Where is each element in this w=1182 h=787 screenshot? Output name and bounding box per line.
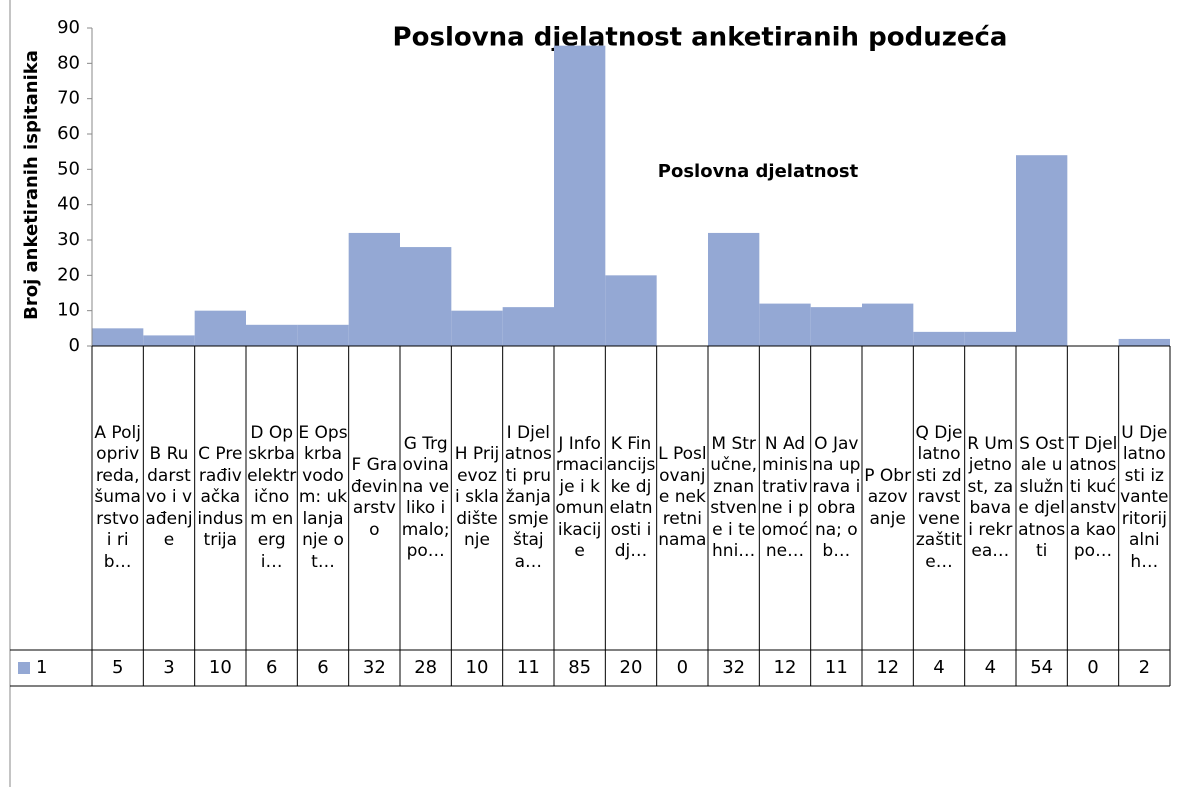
bar (708, 232, 760, 346)
bar (913, 331, 965, 346)
bar (605, 275, 657, 346)
table-value: 4 (933, 657, 944, 678)
x-tick-label: U Djelatnosti izvanteritorijalnih… (1120, 422, 1169, 572)
y-tick-label: 0 (69, 335, 80, 356)
table-value: 12 (876, 657, 899, 678)
table-value: 0 (1087, 657, 1098, 678)
x-tick-label: J Informacije i komunikacije (555, 433, 604, 562)
table-value: 10 (466, 657, 489, 678)
x-tick-label: F Građevinarstvo (350, 455, 398, 540)
bar (143, 335, 195, 346)
x-tick-label: O Javna uprava i obrana; ob… (812, 433, 861, 562)
x-tick-label: I Djelatnosti pružanja smještaja… (504, 422, 552, 572)
x-tick-label: P Obrazovanje (864, 465, 912, 529)
bar (1118, 338, 1170, 346)
bar (964, 331, 1016, 346)
legend-label: 1 (36, 657, 47, 678)
x-tick-label: S Ostale uslužne djelatnosti (1018, 433, 1066, 562)
table-value: 85 (568, 657, 591, 678)
table-value: 2 (1139, 657, 1150, 678)
x-tick-label: D Opskrba električnom energi… (247, 422, 297, 572)
bar (246, 324, 298, 346)
x-tick-label: E Opskrba vodom: uklanjanje ot… (298, 422, 348, 572)
x-tick-label: H Prijevoz i skladištenje (454, 444, 500, 551)
table-value: 28 (414, 657, 437, 678)
y-tick-label: 80 (57, 52, 80, 73)
x-tick-label: R Umjetnost, zabava i rekrea… (967, 433, 1014, 562)
table-value: 11 (517, 657, 540, 678)
bar (400, 247, 452, 346)
y-tick-label: 50 (57, 158, 80, 179)
bar (451, 310, 503, 346)
table-value: 11 (825, 657, 848, 678)
table-value: 4 (985, 657, 996, 678)
bar (862, 303, 914, 346)
x-tick-label: B Rudarstvo i vađenje (145, 444, 193, 551)
x-axis-label: Poslovna djelatnost (658, 161, 859, 182)
y-tick-label: 70 (57, 88, 80, 109)
legend-swatch (18, 662, 30, 674)
y-axis-label: Broj anketiranih ispitanika (21, 50, 42, 320)
x-tick-label: G Trgovina na veliko i malo; po… (401, 433, 450, 562)
bar (810, 307, 862, 346)
bar (554, 45, 606, 347)
y-tick-label: 10 (57, 300, 80, 321)
table-value: 3 (163, 657, 174, 678)
table-value: 10 (209, 657, 232, 678)
x-tick-label: T Djelatnosti kućanstva kao po… (1068, 433, 1118, 562)
table-value: 5 (112, 657, 123, 678)
bar (194, 310, 246, 346)
bar (348, 232, 400, 346)
y-tick-label: 20 (57, 264, 80, 285)
bar (502, 307, 554, 346)
table-value: 6 (266, 657, 277, 678)
table-value: 6 (317, 657, 328, 678)
table-value: 12 (774, 657, 797, 678)
x-tick-label: N Administrativne i pomoćne… (761, 433, 809, 562)
table-value: 54 (1030, 657, 1053, 678)
x-tick-label: Q Djelatnosti zdravstvene zaštite… (915, 422, 963, 572)
table-value: 20 (620, 657, 643, 678)
x-tick-label: M Stručne, znanstvene i tehni… (710, 433, 758, 562)
bar (92, 328, 144, 346)
x-tick-label: K Financijske djelatnosti i dj… (606, 433, 656, 562)
bar (297, 324, 349, 346)
table-value: 0 (677, 657, 688, 678)
bar (759, 303, 811, 346)
y-tick-label: 60 (57, 123, 80, 144)
y-tick-label: 40 (57, 194, 80, 215)
x-tick-label: C Prerađivačka industrija (197, 444, 244, 551)
y-tick-label: 90 (57, 17, 80, 38)
y-tick-label: 30 (57, 229, 80, 250)
table-value: 32 (722, 657, 745, 678)
table-value: 32 (363, 657, 386, 678)
chart-title: Poslovna djelatnost anketiranih poduzeća (393, 23, 1008, 53)
bar (1016, 155, 1068, 346)
x-tick-label: A Poljoprivreda, šumarstvo i rib… (94, 422, 141, 572)
x-tick-label: L Poslovanje nekretninama (658, 444, 707, 551)
